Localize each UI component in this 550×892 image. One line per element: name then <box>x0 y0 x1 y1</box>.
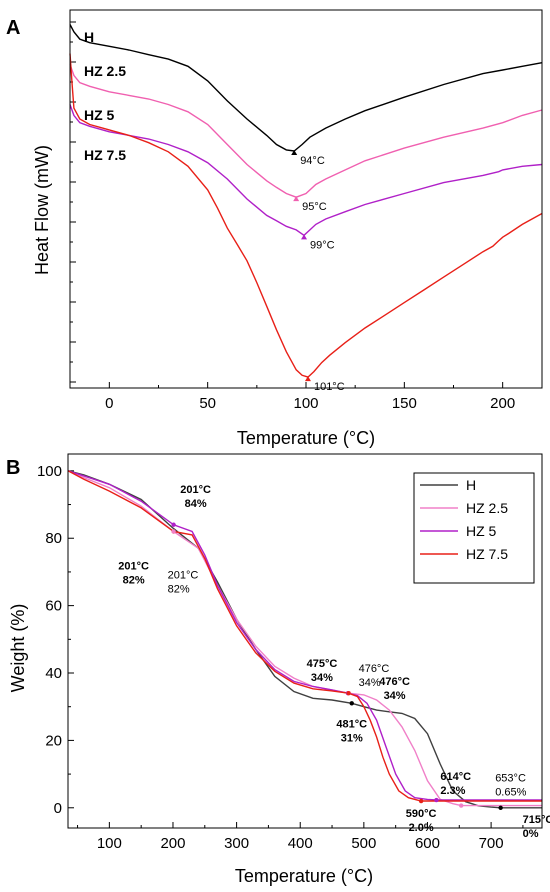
panel-b-x-tick-label: 400 <box>288 835 313 852</box>
panel-a-x-tick-label: 150 <box>392 395 417 412</box>
panel-b-annotation-label: 34% <box>311 672 333 684</box>
panel-b-x-tick-label: 100 <box>97 835 122 852</box>
panel-b-y-tick-label: 40 <box>45 665 62 682</box>
panel-b-x-tick-label: 700 <box>479 835 504 852</box>
panel-a-peak-marker <box>301 234 308 240</box>
panel-b-y-tick-label: 60 <box>45 598 62 615</box>
panel-b-x-tick-label: 300 <box>224 835 249 852</box>
panel-a-peak-marker <box>293 196 300 202</box>
panel-b-annotation-label: 31% <box>341 732 363 744</box>
panel-b-point-marker <box>171 522 176 527</box>
panel-a-x-tick-label: 100 <box>293 395 318 412</box>
panel-b-annotation-label: 0.65% <box>495 787 526 799</box>
panel-b-series-line-hz-5 <box>67 470 542 801</box>
panel-b-annotation-label: 475°C <box>307 658 338 670</box>
panel-b-annotation-label: 476°C <box>379 676 410 688</box>
panel-b-point-marker <box>171 529 176 534</box>
panel-b-annotation-label: 34% <box>384 690 406 702</box>
panel-b-y-tick-label: 0 <box>54 800 62 817</box>
panel-b-annotation-label: 2.3% <box>440 785 465 797</box>
legend-label-h: H <box>466 477 476 493</box>
panel-a-x-tick-label: 200 <box>490 395 515 412</box>
panel-b-annotation-label: 34% <box>359 677 381 689</box>
panel-b-annotation-label: 715°C <box>523 814 550 826</box>
panel-b-label: B <box>6 457 20 479</box>
panel-b-annotation-label: 82% <box>168 583 190 595</box>
panel-b-y-tick-label: 80 <box>45 530 62 547</box>
panel-b-annotation-label: 201°C <box>180 484 211 496</box>
panel-a-x-tick-label: 50 <box>199 395 216 412</box>
panel-a-series-line-hz-5 <box>69 104 543 237</box>
panel-a-series-label-h: H <box>84 29 94 45</box>
panel-a: A Heat Flow (mW) Temperature (°C) 0 50 100… <box>6 9 543 448</box>
panel-a-peak-marker <box>304 376 311 382</box>
panel-a-label: A <box>6 17 20 39</box>
panel-b: B Weight (%) Temperature (°C) 100 200 300 4… <box>6 453 550 886</box>
panel-b-y-axis-title: Weight (%) <box>8 604 28 693</box>
panel-b-plot-frame <box>67 453 543 829</box>
panel-a-peak-label: 101°C <box>314 381 345 393</box>
panel-a-plot-frame <box>69 9 543 389</box>
panel-b-x-tick-label: 200 <box>160 835 185 852</box>
panel-b-point-marker <box>498 805 503 810</box>
panel-b-x-axis-title: Temperature (°C) <box>235 866 373 886</box>
panel-b-series-line-hz-7-5 <box>67 470 542 802</box>
panel-a-x-axis-title: Temperature (°C) <box>237 428 375 448</box>
panel-b-x-tick-label: 600 <box>415 835 440 852</box>
panel-a-series-line-hz-2-5 <box>69 64 543 198</box>
panel-b-point-marker <box>418 798 424 804</box>
panel-a-peak-label: 94°C <box>300 155 325 167</box>
panel-b-point-marker <box>349 701 354 706</box>
legend-label-hz-7-5: HZ 7.5 <box>466 546 508 562</box>
legend-label-hz-2-5: HZ 2.5 <box>466 500 508 516</box>
panel-b-annotation-label: 0% <box>523 828 539 840</box>
panel-b-annotation-label: 614°C <box>440 771 471 783</box>
panel-b-annotation-label: 481°C <box>336 718 367 730</box>
panel-b-annotation-label: 201°C <box>118 560 149 572</box>
panel-a-peak-label: 99°C <box>310 239 335 251</box>
panel-b-point-marker <box>434 797 439 803</box>
panel-b-point-marker <box>458 803 464 808</box>
legend-label-hz-5: HZ 5 <box>466 523 497 539</box>
panel-b-annotation-label: 590°C <box>406 808 437 820</box>
panel-b-annotation-label: 653°C <box>495 773 526 785</box>
legend-box <box>413 472 535 584</box>
panel-b-point-marker <box>346 691 351 696</box>
panel-b-annotation-label: 476°C <box>359 663 390 675</box>
panel-a-y-axis-title: Heat Flow (mW) <box>32 145 52 275</box>
panel-b-annotation-label: 201°C <box>168 569 199 581</box>
panel-a-series-label-hz-2-5: HZ 2.5 <box>84 63 126 79</box>
panel-b-y-tick-label: 20 <box>45 732 62 749</box>
panel-b-annotation-label: 84% <box>185 498 207 510</box>
panel-a-series-line-h <box>69 24 543 152</box>
panel-a-series-line-hz-7-5 <box>69 53 543 378</box>
panel-b-series-line-h <box>67 470 542 809</box>
panel-a-peak-label: 95°C <box>302 201 327 213</box>
panel-a-x-tick-label: 0 <box>105 395 113 412</box>
panel-a-peak-marker <box>291 150 298 156</box>
panel-b-annotation-label: 82% <box>123 574 145 586</box>
legend: H HZ 2.5 HZ 5 HZ 7.5 <box>413 472 535 584</box>
panel-a-series-label-hz-7-5: HZ 7.5 <box>84 147 126 163</box>
panel-a-series-label-hz-5: HZ 5 <box>84 107 115 123</box>
panel-b-x-tick-label: 500 <box>351 835 376 852</box>
panel-b-y-tick-label: 100 <box>37 463 62 480</box>
